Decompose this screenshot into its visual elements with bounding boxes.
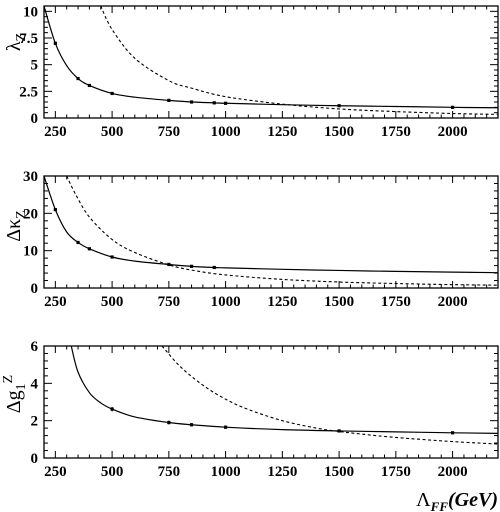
y-tick-label: 0	[31, 281, 39, 297]
x-tick-label: 500	[101, 464, 124, 480]
solid-curve	[44, 176, 498, 274]
data-point	[189, 264, 194, 268]
x-tick-label: 500	[101, 294, 124, 310]
data-point	[110, 407, 114, 411]
chart-panel-2: 250 500 750 1000 1250 1500 1750 2000 0 10 20 30 ΔκZ	[3, 169, 499, 310]
chart-panel-1: 250 500 750 1000 1250 1500 1750 2000 0 2.5 5 7.5 10 λ…	[3, 4, 499, 140]
data-point	[212, 101, 216, 105]
dashed-curve	[100, 6, 498, 115]
data-point	[53, 41, 57, 45]
x-tick-label: 1500	[324, 294, 354, 310]
solid-curve	[44, 6, 498, 109]
x-tick-label: 250	[44, 294, 67, 310]
y-tick-label: 0	[31, 111, 39, 127]
x-tick-label: 1750	[381, 124, 411, 140]
data-point	[110, 255, 114, 259]
x-tick-label: 1500	[324, 464, 354, 480]
data-point	[167, 98, 171, 102]
data-point	[189, 423, 194, 427]
x-tick-label: 750	[158, 294, 181, 310]
x-tick-label: 1750	[381, 464, 411, 480]
x-tick-label: 1250	[267, 294, 297, 310]
data-point	[167, 262, 171, 267]
x-tick-label: 2000	[438, 464, 468, 480]
data-point	[110, 91, 114, 96]
x-tick-label: 1000	[211, 464, 241, 480]
x-tick-label: 2000	[438, 294, 468, 310]
x-tick-label: 1500	[324, 124, 354, 140]
data-point	[189, 100, 194, 104]
y-tick-label: 20	[23, 206, 38, 222]
y-axis-title: ΔκZ	[3, 210, 29, 242]
x-tick-label: 1250	[267, 124, 297, 140]
x-tick-label: 500	[101, 124, 124, 140]
plot-frame	[43, 175, 499, 289]
data-point	[224, 425, 228, 429]
y-tick-label: 0	[31, 451, 39, 467]
y-axis-title: λZ	[3, 33, 29, 51]
data-point	[451, 431, 455, 435]
x-tick-label: 2000	[438, 124, 468, 140]
data-point	[212, 265, 216, 270]
data-point	[451, 105, 455, 109]
plot-frame	[43, 345, 499, 459]
x-tick-label: 1000	[211, 124, 241, 140]
x-tick-label: 1000	[211, 294, 241, 310]
y-tick-label: 10	[23, 244, 38, 260]
y-tick-label: 30	[23, 169, 38, 185]
y-tick-label: 6	[31, 339, 39, 355]
data-point	[76, 240, 80, 245]
plot-frame	[43, 5, 499, 119]
y-tick-label: 10	[23, 4, 38, 20]
data-point	[87, 83, 91, 88]
solid-curve	[70, 346, 498, 434]
x-tick-label: 250	[44, 464, 67, 480]
data-point	[337, 429, 341, 433]
y-axis-title: Δg1Z	[1, 375, 29, 413]
x-tick-label: 750	[158, 464, 181, 480]
x-axis-title: ΛFF(GeV)	[416, 489, 498, 512]
y-tick-label: 7.5	[19, 31, 38, 47]
y-tick-label: 4	[31, 376, 39, 392]
y-tick-label: 2.5	[19, 84, 38, 100]
data-point	[53, 208, 57, 212]
data-point	[224, 101, 228, 105]
y-tick-label: 5	[31, 58, 39, 74]
chart-panel-3: 250 500 750 1000 1250 1500 1750 2000 0 2 4 6 Δg1Z ΛFF…	[1, 339, 499, 512]
dashed-curve	[66, 176, 498, 286]
dashed-curve	[161, 346, 498, 445]
data-point	[87, 247, 91, 251]
x-tick-label: 750	[158, 124, 181, 140]
x-tick-label: 1250	[267, 464, 297, 480]
data-point	[337, 104, 341, 108]
x-tick-label: 1750	[381, 294, 411, 310]
data-point	[76, 76, 80, 81]
y-tick-label: 2	[31, 414, 39, 430]
x-tick-label: 250	[44, 124, 67, 140]
data-point	[167, 420, 171, 425]
